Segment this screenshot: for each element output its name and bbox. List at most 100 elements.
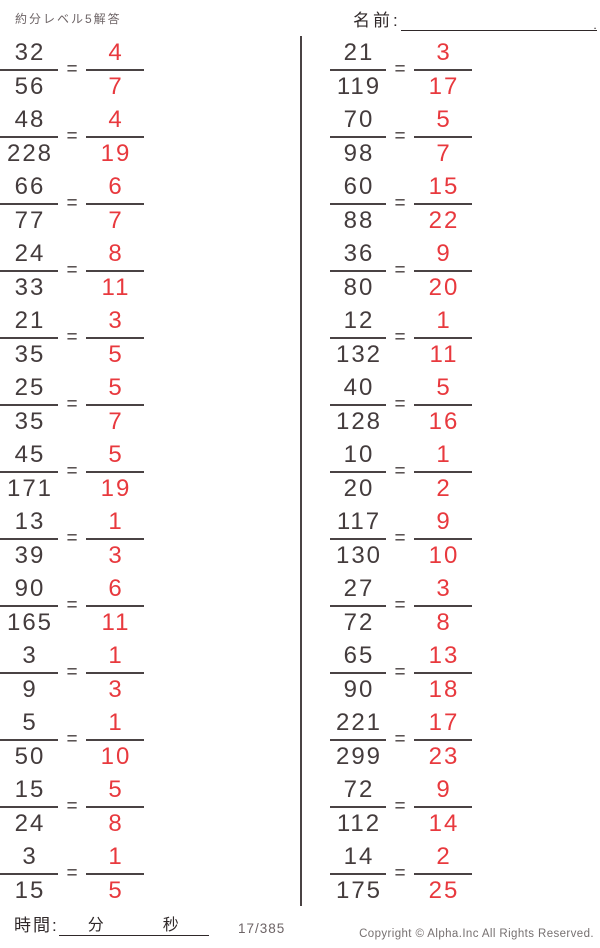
problem-fraction: 70 98 — [330, 103, 386, 170]
problem-denominator: 130 — [335, 542, 383, 569]
problem-numerator: 3 — [22, 642, 38, 669]
answer-denominator: 2 — [436, 475, 452, 502]
fraction-bar — [0, 136, 58, 138]
problem-numerator: 13 — [14, 508, 46, 535]
answer-numerator: 5 — [108, 441, 124, 468]
problem-row: 27 72 = 3 8 — [330, 572, 472, 639]
problem-row: 221 299 = 17 23 — [330, 706, 472, 773]
problem-fraction: 48 228 — [0, 103, 58, 170]
answer-numerator: 1 — [108, 642, 124, 669]
problem-numerator: 60 — [343, 173, 375, 200]
answer-numerator: 5 — [108, 374, 124, 401]
problem-denominator: 228 — [6, 140, 54, 167]
equals-sign: = — [66, 796, 78, 817]
problem-numerator: 117 — [336, 508, 382, 535]
minutes-label: 分 — [87, 917, 105, 934]
answer-fraction: 3 17 — [414, 36, 472, 103]
problem-row: 45 171 = 5 19 — [0, 438, 144, 505]
equals-sign: = — [394, 394, 406, 415]
equals-sign: = — [66, 662, 78, 683]
answer-numerator: 1 — [108, 709, 124, 736]
answer-denominator: 8 — [436, 609, 452, 636]
problem-numerator: 48 — [14, 106, 46, 133]
fraction-bar — [330, 136, 386, 138]
problem-numerator: 221 — [335, 709, 383, 736]
answer-denominator: 3 — [108, 676, 124, 703]
problem-numerator: 27 — [343, 575, 375, 602]
equals-sign: = — [394, 59, 406, 80]
fraction-bar — [0, 672, 58, 674]
fraction-bar — [0, 739, 58, 741]
answer-numerator: 9 — [436, 240, 452, 267]
fraction-bar — [414, 538, 472, 540]
name-blank-line: . — [400, 8, 597, 31]
fraction-bar — [86, 136, 144, 138]
answer-numerator: 3 — [108, 307, 124, 334]
problem-denominator: 72 — [343, 609, 375, 636]
answer-numerator: 5 — [436, 106, 452, 133]
problem-denominator: 80 — [343, 274, 375, 301]
answer-fraction: 17 23 — [414, 706, 472, 773]
equals-sign: = — [66, 327, 78, 348]
equals-sign: = — [394, 126, 406, 147]
answer-denominator: 19 — [100, 140, 132, 167]
equals-sign: = — [394, 461, 406, 482]
answer-denominator: 7 — [436, 140, 452, 167]
problem-row: 21 35 = 3 5 — [0, 304, 144, 371]
answer-fraction: 15 22 — [414, 170, 472, 237]
problem-denominator: 35 — [14, 341, 46, 368]
page-indicator: 17/385 — [238, 921, 286, 936]
problem-numerator: 66 — [14, 173, 46, 200]
fraction-bar — [414, 270, 472, 272]
problem-row: 25 35 = 5 7 — [0, 371, 144, 438]
fraction-bar — [330, 672, 386, 674]
equals-sign: = — [66, 729, 78, 750]
fraction-bar — [330, 873, 386, 875]
problem-fraction: 32 56 — [0, 36, 58, 103]
answer-denominator: 5 — [108, 341, 124, 368]
problem-denominator: 33 — [14, 274, 46, 301]
answer-denominator: 25 — [428, 877, 460, 904]
answer-numerator: 6 — [108, 575, 124, 602]
fraction-bar — [414, 337, 472, 339]
equals-sign: = — [394, 662, 406, 683]
equals-sign: = — [66, 394, 78, 415]
problem-numerator: 25 — [14, 374, 46, 401]
fraction-bar — [414, 672, 472, 674]
time-label: 時間: — [14, 916, 59, 935]
problem-numerator: 21 — [343, 39, 375, 66]
problem-fraction: 21 119 — [330, 36, 386, 103]
problem-numerator: 21 — [14, 307, 46, 334]
problem-numerator: 10 — [343, 441, 375, 468]
problem-row: 10 20 = 1 2 — [330, 438, 472, 505]
fraction-bar — [86, 538, 144, 540]
fraction-bar — [414, 136, 472, 138]
problem-fraction: 65 90 — [330, 639, 386, 706]
problem-row: 117 130 = 9 10 — [330, 505, 472, 572]
fraction-bar — [0, 270, 58, 272]
problem-fraction: 14 175 — [330, 840, 386, 907]
answer-numerator: 15 — [428, 173, 460, 200]
fraction-bar — [0, 337, 58, 339]
answer-fraction: 5 16 — [414, 371, 472, 438]
fraction-bar — [330, 404, 386, 406]
problem-row: 60 88 = 15 22 — [330, 170, 472, 237]
fraction-bar — [330, 739, 386, 741]
answer-denominator: 19 — [100, 475, 132, 502]
problem-fraction: 66 77 — [0, 170, 58, 237]
answer-numerator: 17 — [428, 709, 460, 736]
problem-numerator: 45 — [14, 441, 46, 468]
problem-fraction: 24 33 — [0, 237, 58, 304]
column-right: 21 119 = 3 17 70 98 = 5 7 60 88 = 15 22 36 80 = 9 20 12 132 = 1… — [330, 36, 472, 907]
answer-numerator: 3 — [436, 575, 452, 602]
answer-fraction: 13 18 — [414, 639, 472, 706]
problem-fraction: 221 299 — [330, 706, 386, 773]
answer-fraction: 1 10 — [86, 706, 144, 773]
fraction-bar — [0, 471, 58, 473]
problem-row: 3 9 = 1 3 — [0, 639, 144, 706]
